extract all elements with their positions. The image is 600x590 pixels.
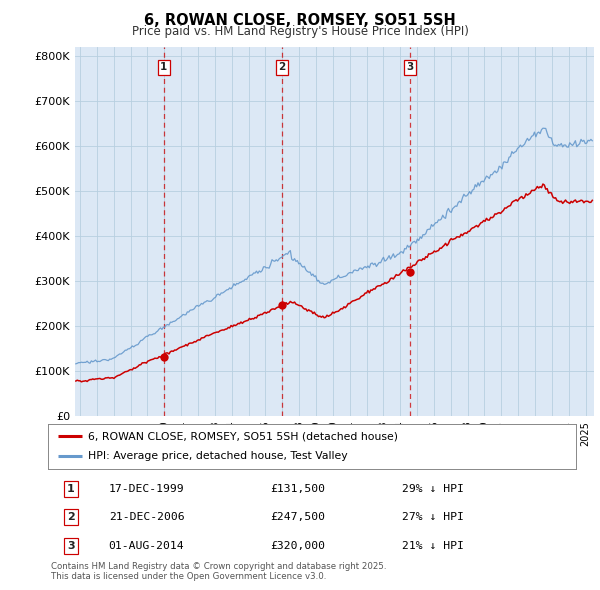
- Text: 21-DEC-2006: 21-DEC-2006: [109, 512, 184, 522]
- Text: £320,000: £320,000: [270, 541, 325, 551]
- Text: 6, ROWAN CLOSE, ROMSEY, SO51 5SH (detached house): 6, ROWAN CLOSE, ROMSEY, SO51 5SH (detach…: [88, 431, 398, 441]
- Text: £131,500: £131,500: [270, 484, 325, 494]
- Text: 29% ↓ HPI: 29% ↓ HPI: [402, 484, 464, 494]
- Text: 17-DEC-1999: 17-DEC-1999: [109, 484, 184, 494]
- Text: HPI: Average price, detached house, Test Valley: HPI: Average price, detached house, Test…: [88, 451, 347, 461]
- Text: 3: 3: [67, 541, 74, 551]
- Text: 27% ↓ HPI: 27% ↓ HPI: [402, 512, 464, 522]
- Text: 2: 2: [67, 512, 74, 522]
- Text: 2: 2: [278, 63, 286, 73]
- Text: 1: 1: [67, 484, 74, 494]
- Text: Contains HM Land Registry data © Crown copyright and database right 2025.
This d: Contains HM Land Registry data © Crown c…: [51, 562, 386, 581]
- Text: 6, ROWAN CLOSE, ROMSEY, SO51 5SH: 6, ROWAN CLOSE, ROMSEY, SO51 5SH: [144, 13, 456, 28]
- Text: £247,500: £247,500: [270, 512, 325, 522]
- Text: 01-AUG-2014: 01-AUG-2014: [109, 541, 184, 551]
- Text: 21% ↓ HPI: 21% ↓ HPI: [402, 541, 464, 551]
- Text: 3: 3: [406, 63, 413, 73]
- Text: Price paid vs. HM Land Registry's House Price Index (HPI): Price paid vs. HM Land Registry's House …: [131, 25, 469, 38]
- Text: 1: 1: [160, 63, 167, 73]
